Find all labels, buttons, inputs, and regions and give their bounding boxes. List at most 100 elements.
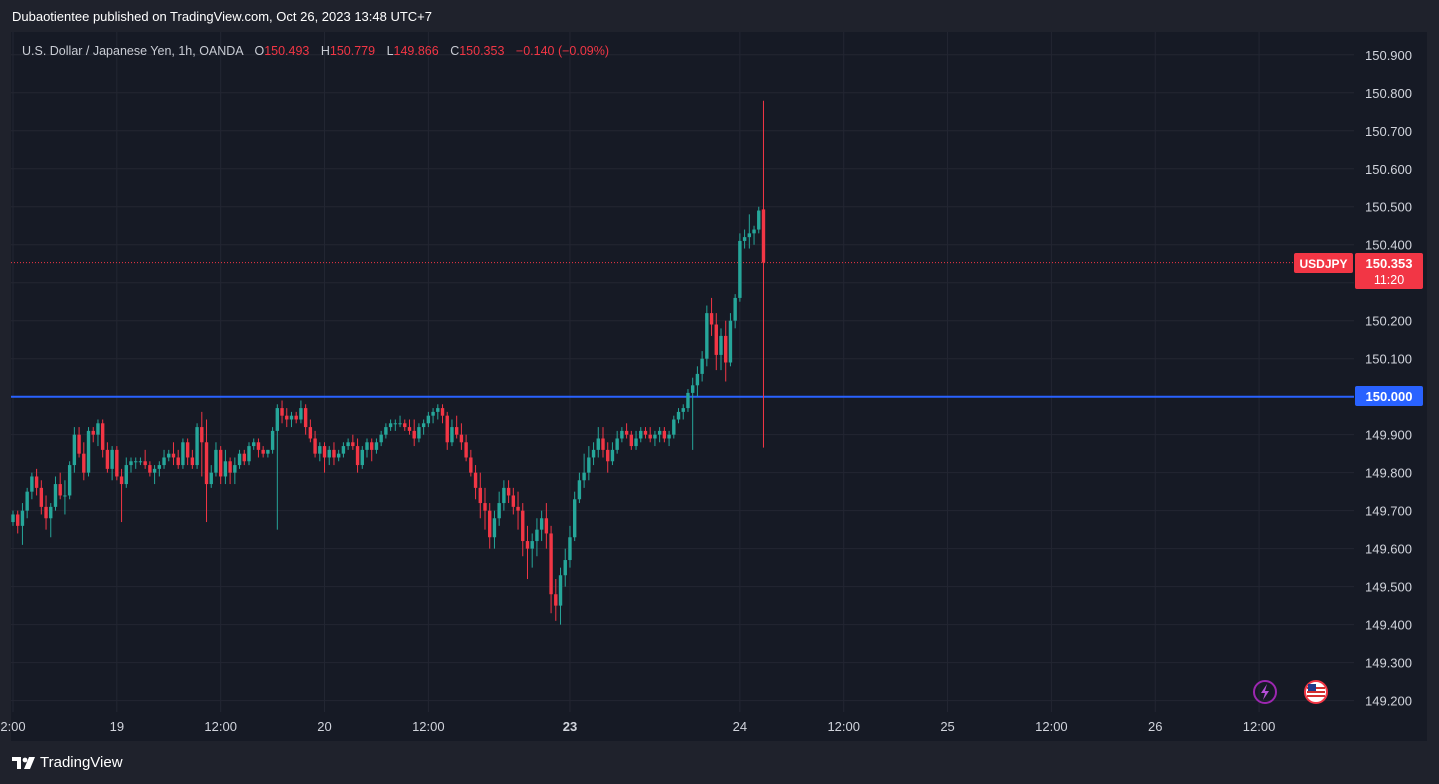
level-price-label: 150.000 [1355,386,1423,406]
time-axis: 2:00 19 12:00 20 12:00 23 24 12:00 25 12:00 26 12:0… [0,719,1275,734]
candle-body [63,495,67,497]
published-header: Dubaotientee published on TradingView.co… [12,9,433,24]
candle-body [412,430,416,439]
candle-body [521,510,525,542]
candle-body [176,457,180,466]
candle-body [761,209,766,263]
chart-area[interactable] [11,32,1427,741]
candle-body [318,446,322,454]
candle-body [393,423,398,425]
candle-body [270,430,275,450]
candle-body [322,446,327,458]
candle-body [379,434,383,443]
legend-high-label: H [320,44,330,58]
candle-body [355,446,360,466]
candle-body [676,411,681,420]
candle-body [171,453,176,458]
candle-body [511,495,516,507]
candle-body [200,427,204,443]
candle-body [119,476,124,485]
candle-body [181,442,185,466]
candle-body [204,442,209,485]
time-tick-label: 25 [940,719,954,734]
candle-body [747,233,752,238]
candle-body [398,423,402,425]
candle-body [643,430,648,435]
candle-body [506,487,511,496]
candle-body [719,335,723,355]
candle-body [615,438,619,450]
candle-body [662,430,667,439]
candle-body [742,237,747,241]
candle-body [53,484,58,507]
candle-body [214,449,218,473]
price-tick-label: 150.600 [1365,162,1412,177]
candle-body [299,408,303,420]
us-flag-icon[interactable] [1304,680,1328,704]
last-price-label: 150.353 11:20 [1355,253,1423,289]
candle-body [336,453,341,458]
candle-body [728,320,733,363]
candle-body [280,408,284,416]
price-tick-label: 149.600 [1365,542,1412,557]
candle-body [657,430,662,435]
candle-body [252,442,256,447]
candle-body [110,449,114,469]
price-tick-label: 150.500 [1365,200,1412,215]
legend-low-label: L [386,44,394,58]
candle-body [624,430,629,435]
candle-body [450,427,454,443]
footer-brand[interactable]: TradingView [12,754,123,771]
price-tick-label: 150.900 [1365,48,1412,63]
candle-body [639,430,643,439]
candle-body [332,449,336,458]
candle-body [483,503,487,511]
time-tick-label: 12:00 [412,719,445,734]
candle-body [72,434,77,466]
candle-body [384,427,388,435]
candle-body [549,533,553,595]
candle-body [152,468,157,473]
candle-body [653,434,657,439]
candle-body [30,476,34,492]
candle-body [218,449,223,477]
countdown-value: 11:20 [1374,273,1404,287]
candle-body [124,465,128,485]
price-tick-label: 150.700 [1365,124,1412,139]
candle-body [100,423,105,450]
candle-body [558,575,563,606]
candle-body [705,313,709,359]
candle-body [223,461,228,477]
candle-body [129,461,133,466]
legend-instrument: U.S. Dollar / Japanese Yen, 1h, OANDA [22,44,243,58]
candle-body [596,438,600,450]
lightning-icon[interactable] [1253,680,1277,704]
candle-body [752,229,756,234]
candle-body [25,491,29,511]
candle-body [587,457,591,473]
candle-body [162,457,166,466]
price-tick-label: 150.800 [1365,86,1412,101]
candle-body [167,453,171,458]
candle-body [601,438,605,450]
candle-body [610,449,615,462]
candle-body [91,430,95,435]
candle-body [34,476,39,488]
last-price-value: 150.353 [1366,256,1413,271]
candle-body [77,434,81,454]
candle-body [516,506,520,511]
candle-body [459,434,464,443]
candle-body [709,313,714,325]
candle-body [530,541,534,549]
candle-body [370,442,374,450]
time-tick-label: 19 [110,719,124,734]
candle-body [327,449,331,458]
candle-body [247,446,251,462]
candle-body [374,442,379,450]
candle-body [492,518,497,538]
candle-body [544,518,549,534]
candle-body [233,465,237,473]
grid-lines [11,32,1354,712]
candle-body [478,487,482,504]
candle-body [138,461,143,463]
